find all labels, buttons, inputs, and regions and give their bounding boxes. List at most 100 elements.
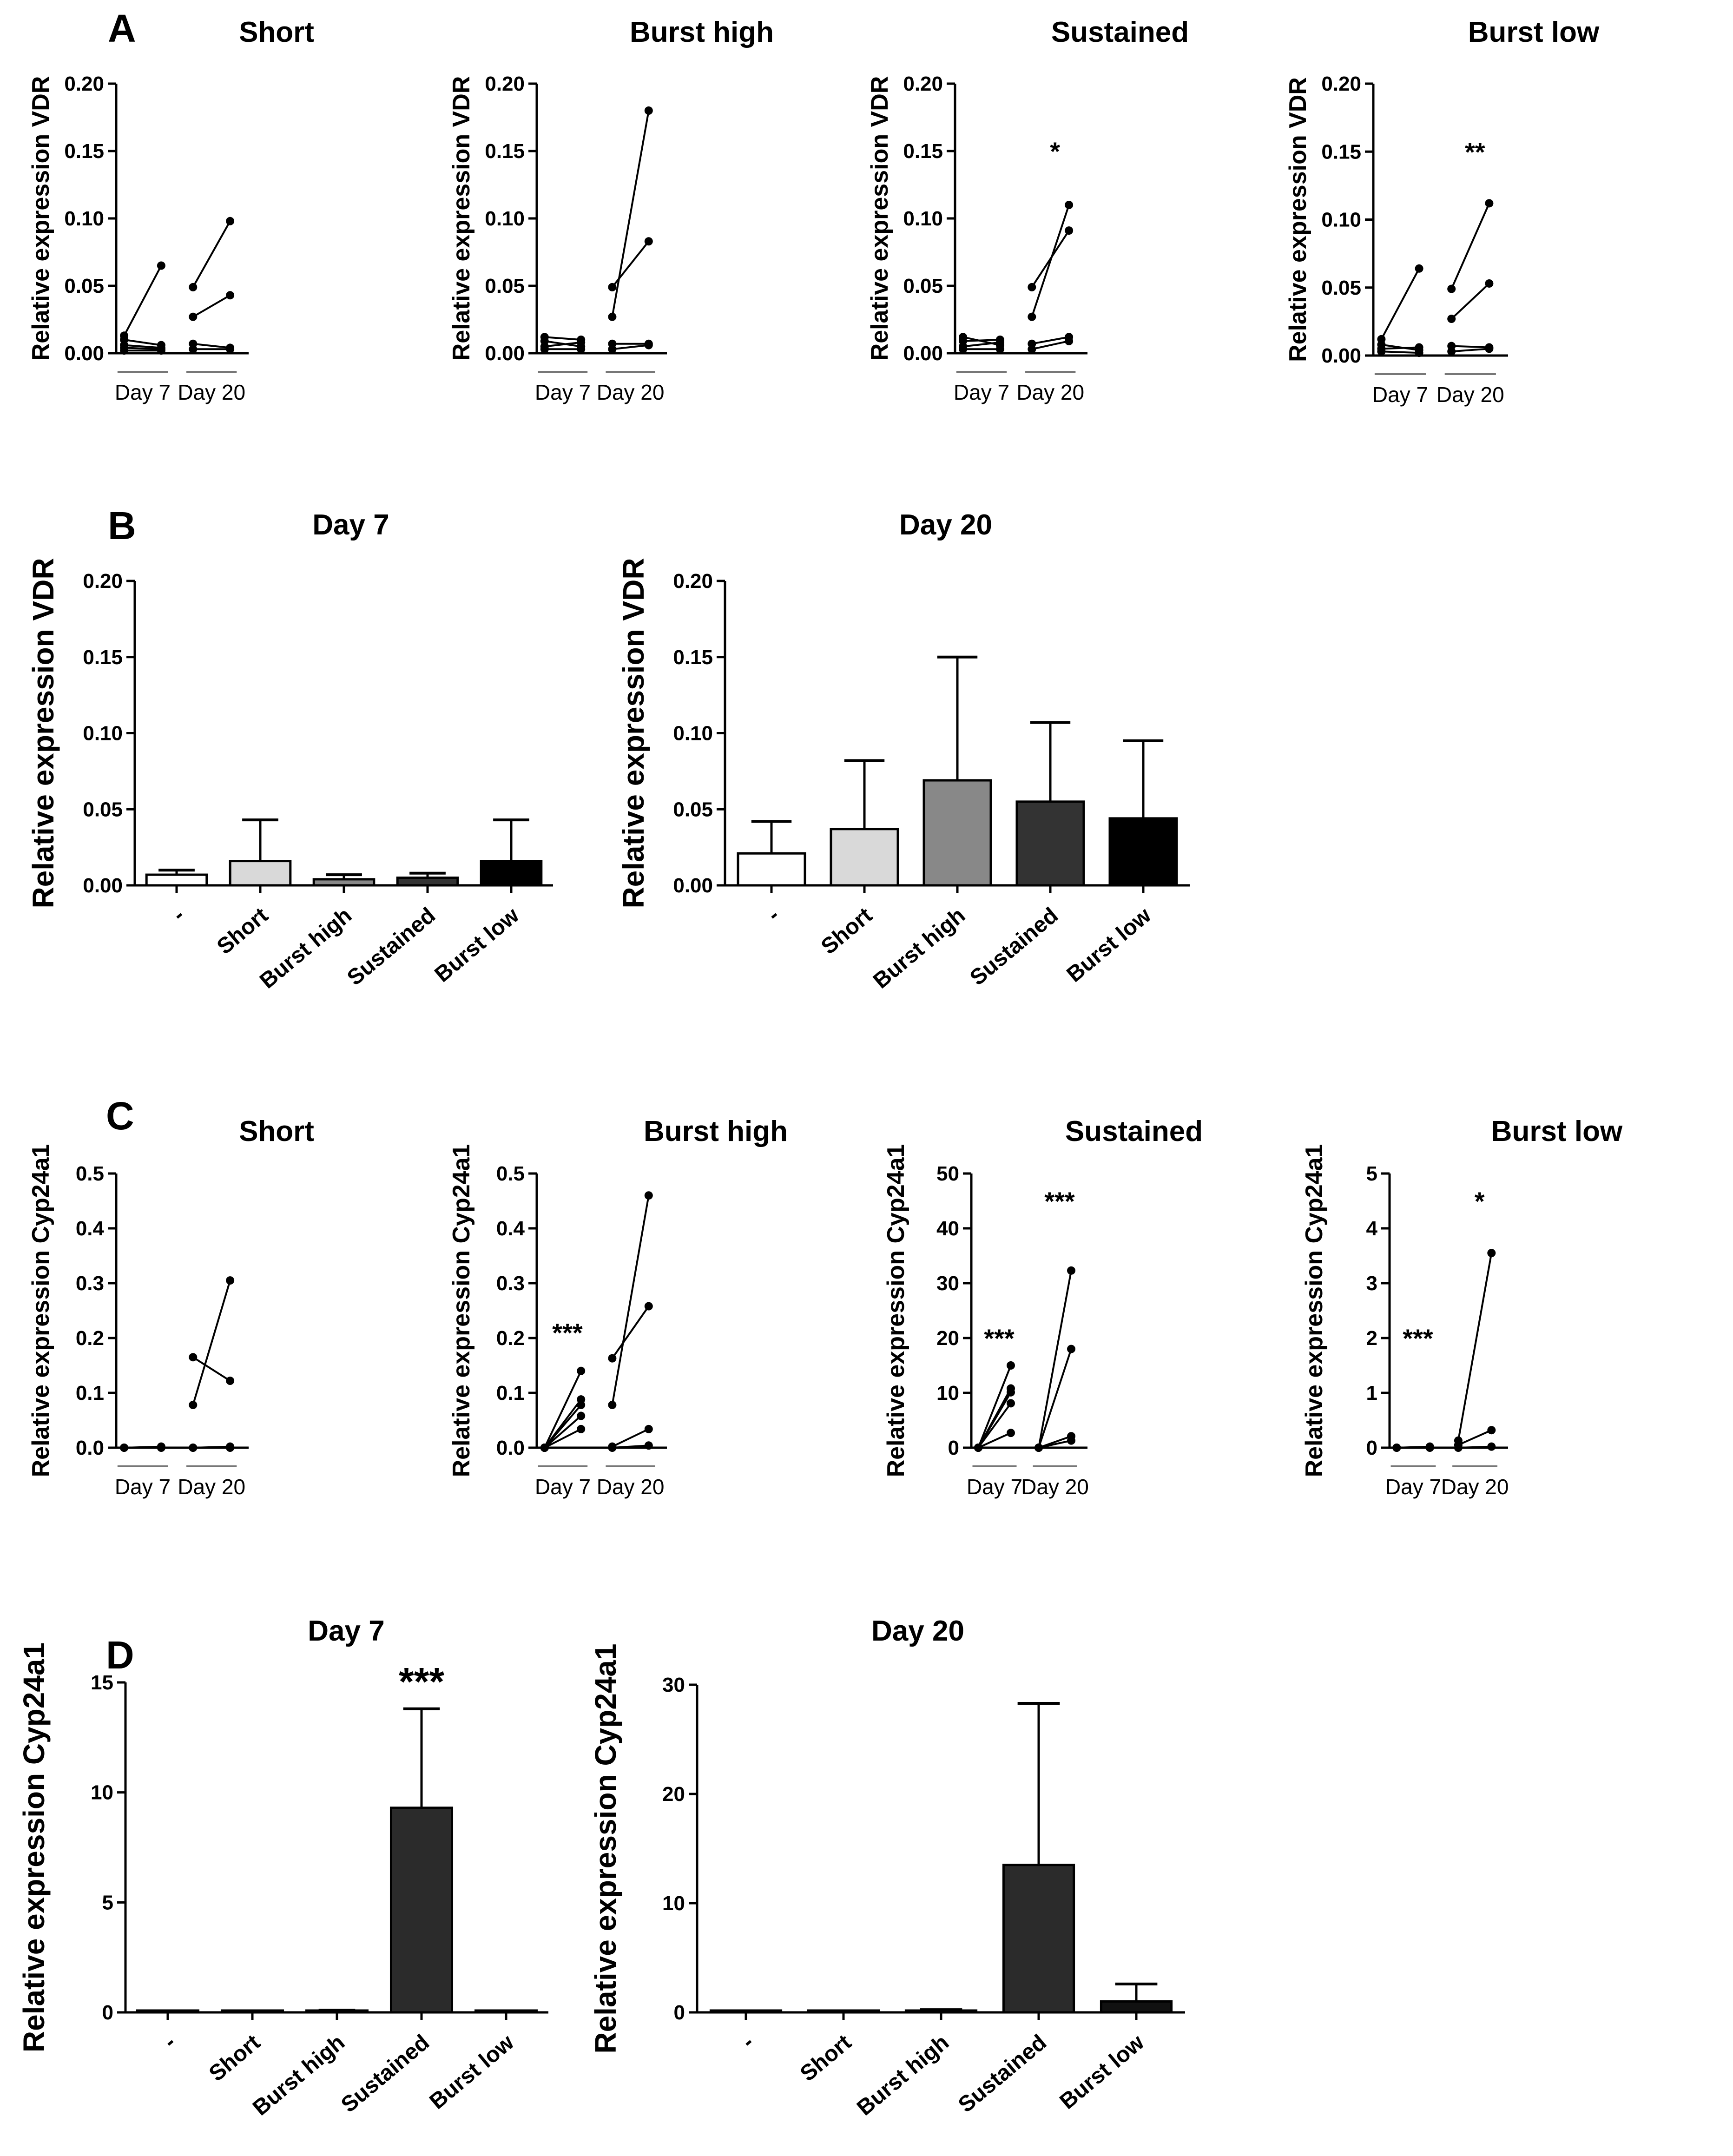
y-axis-label: Relative expression VDR (1285, 77, 1311, 362)
data-point (1447, 347, 1456, 356)
y-tick-label: 0.3 (496, 1272, 525, 1295)
y-tick-label: 0.05 (903, 275, 943, 297)
bar (220, 2009, 284, 2014)
y-tick-label: 0.15 (64, 140, 104, 163)
pair-line (544, 336, 581, 341)
bar (396, 877, 459, 887)
y-tick-label: 10 (662, 1892, 685, 1915)
panel-letter-c: C (106, 1094, 134, 1138)
data-point (226, 1276, 235, 1285)
y-tick-label: 0.05 (64, 275, 104, 297)
y-tick-label: 50 (936, 1162, 959, 1185)
bar (923, 779, 992, 887)
data-point (226, 217, 235, 225)
panel-letter-a: A (108, 7, 136, 50)
pair-line (612, 1444, 649, 1449)
bar (737, 852, 806, 887)
pair-line (611, 1305, 650, 1359)
y-axis-label: Relative expression Cyp24a1 (27, 1144, 54, 1477)
data-point (189, 312, 198, 321)
y-tick-label: 10 (936, 1382, 959, 1404)
pair-line (124, 347, 161, 350)
data-point (226, 1377, 235, 1385)
data-point (1485, 279, 1494, 288)
data-point (1007, 1399, 1015, 1408)
y-tick-label: 0.05 (1321, 277, 1361, 299)
bar (312, 878, 376, 887)
x-group-label: Day 7 (115, 380, 171, 404)
y-tick-label: 3 (1366, 1272, 1377, 1295)
data-point (995, 338, 1004, 347)
y-tick-label: 0.00 (1321, 344, 1361, 367)
y-axis-label: Relative expression VDR (26, 558, 60, 908)
data-point (226, 345, 235, 354)
pair-line (963, 339, 1000, 342)
pair-line (1381, 350, 1419, 354)
pair-line (1451, 348, 1489, 353)
pair-line (1038, 1439, 1072, 1449)
x-group-label: Day 7 (535, 380, 591, 404)
y-tick-label: 0.4 (76, 1217, 105, 1240)
chart-c-6: Short 0.0 0.1 0.2 0.3 0.4 0.5 Relative expressi… (27, 1115, 314, 1499)
data-point (1487, 1442, 1496, 1451)
x-group-label: Day 7 (1385, 1475, 1441, 1499)
data-point (608, 1400, 617, 1409)
chart-c-9: Burst low 0 1 2 3 4 5 Relative expression Cyp24… (1301, 1115, 1623, 1499)
y-axis-label: Relative expression Cyp24a1 (17, 1642, 51, 2052)
y-tick-label: 0.20 (903, 73, 943, 95)
pair-line (1381, 346, 1419, 350)
pair-line (544, 1428, 582, 1449)
y-tick-label: 0.20 (64, 73, 104, 95)
y-tick-label: 0.15 (485, 140, 525, 163)
chart-title: Day 7 (312, 509, 389, 541)
y-tick-label: 0.4 (496, 1217, 525, 1240)
y-tick-label: 1 (1366, 1382, 1377, 1404)
pair-line (1031, 204, 1070, 317)
chart-title: Burst low (1468, 16, 1600, 48)
x-group-label: Day 7 (967, 1475, 1022, 1499)
bar (1108, 817, 1178, 887)
chart-a-3: Burst low 0.00 0.05 0.10 0.15 0.20 Relative ex… (1285, 16, 1600, 407)
pair-line (978, 1432, 1011, 1449)
y-tick-label: 0.5 (76, 1162, 104, 1185)
y-tick-label: 0.3 (76, 1272, 104, 1295)
y-axis-label: Relative expression Cyp24a1 (1301, 1144, 1328, 1477)
x-group-label: Day 20 (1441, 1475, 1509, 1499)
data-point (577, 1400, 586, 1409)
data-point (157, 261, 165, 270)
y-tick-label: 0.0 (76, 1437, 104, 1459)
data-point (1007, 1429, 1015, 1437)
data-point (577, 1366, 586, 1375)
pair-line (1038, 1348, 1072, 1448)
y-tick-label: 0.10 (1321, 209, 1361, 231)
pair-line (192, 294, 231, 318)
pair-line (612, 344, 649, 350)
y-tick-label: 20 (936, 1327, 959, 1350)
chart-title: Sustained (1065, 1115, 1203, 1147)
pair-line (962, 341, 1001, 348)
data-point (226, 291, 235, 300)
x-group-label: Day 20 (178, 380, 245, 404)
pair-line (192, 1356, 231, 1382)
data-point (608, 312, 617, 321)
data-point (1415, 264, 1423, 273)
y-axis-label: Relative expression VDR (448, 76, 475, 361)
data-point (608, 1354, 617, 1363)
y-tick-label: 0 (1366, 1437, 1377, 1459)
y-tick-label: 10 (91, 1781, 113, 1804)
pair-line (1458, 1429, 1492, 1446)
pair-line (612, 1428, 649, 1448)
bar (480, 860, 543, 887)
pair-line (1450, 203, 1490, 290)
pair-line (544, 1415, 582, 1449)
x-group-label: Day 7 (115, 1475, 171, 1499)
x-group-label: Day 7 (1372, 382, 1428, 407)
significance-marker: *** (1044, 1187, 1075, 1216)
bar (229, 860, 292, 887)
data-point (1067, 1266, 1075, 1275)
data-point (1425, 1444, 1434, 1452)
y-tick-label: 0.20 (485, 73, 525, 95)
data-point (120, 346, 129, 355)
pair-line (1038, 1270, 1072, 1448)
y-tick-label: 0.20 (673, 570, 713, 593)
